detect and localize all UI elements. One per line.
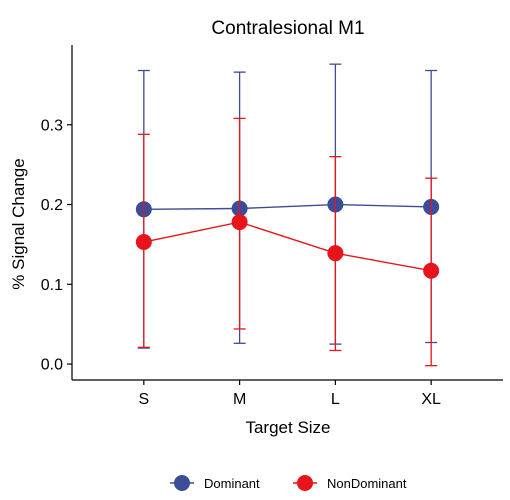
data-point (231, 214, 248, 231)
data-point (327, 245, 344, 262)
x-axis-label: Target Size (245, 418, 330, 437)
series-line (143, 221, 432, 272)
legend-label: NonDominant (327, 476, 407, 491)
y-axis-ticks: 0.0 0.1 0.2 0.3 (41, 117, 72, 374)
x-tick-label: M (233, 391, 246, 408)
y-tick-label: 0.1 (41, 277, 63, 294)
series-dominant (135, 63, 440, 349)
plot-area (135, 63, 440, 367)
x-tick-label: L (331, 391, 340, 408)
y-tick-label: 0.2 (41, 197, 63, 214)
x-tick-label: S (138, 391, 149, 408)
legend-item-nondominant: NonDominant (293, 475, 407, 491)
data-point (423, 262, 440, 279)
y-tick-label: 0.3 (41, 117, 63, 134)
chart-title: Contralesional M1 (211, 18, 364, 39)
x-tick-label: XL (421, 391, 441, 408)
y-axis-label: % Signal Change (9, 158, 28, 289)
legend-item-dominant: Dominant (170, 475, 260, 491)
y-tick-label: 0.0 (41, 357, 63, 374)
legend-key-marker (297, 475, 313, 491)
legend: Dominant NonDominant (170, 475, 407, 491)
series-line (143, 203, 432, 211)
data-point (135, 234, 152, 251)
legend-key-marker (174, 475, 190, 491)
x-axis-ticks: S M L XL (138, 380, 441, 408)
legend-label: Dominant (204, 476, 260, 491)
series-nondominant (135, 117, 440, 367)
